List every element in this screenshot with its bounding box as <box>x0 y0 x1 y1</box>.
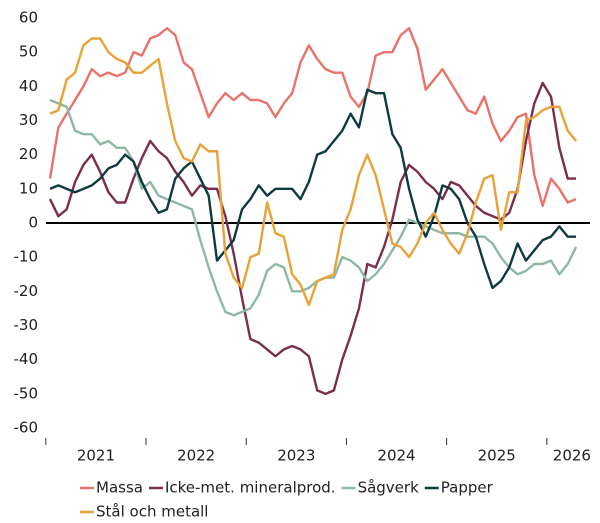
y-tick-label: -60 <box>14 419 39 437</box>
y-tick-label: 40 <box>19 77 38 95</box>
y-tick-label: -50 <box>14 384 39 402</box>
y-tick-label: 60 <box>19 9 38 27</box>
y-tick-label: 50 <box>19 43 38 61</box>
x-tick-label: 2024 <box>377 447 415 465</box>
series-line <box>48 27 577 208</box>
x-tick-label: 2022 <box>177 447 215 465</box>
legend-label: Sågverk <box>358 479 420 497</box>
y-tick-label: -20 <box>14 282 39 300</box>
legend-label: Icke-met. mineralprod. <box>165 479 336 497</box>
y-tick-label: 20 <box>19 145 38 163</box>
legend-label: Papper <box>441 479 494 497</box>
series-line <box>49 37 577 307</box>
x-tick-label: 2021 <box>77 447 115 465</box>
x-tick-label: 2025 <box>478 447 516 465</box>
y-tick-label: 30 <box>19 111 38 129</box>
series-line <box>49 98 578 317</box>
series-line <box>49 88 577 290</box>
y-tick-label: -30 <box>14 316 39 334</box>
series-line <box>48 81 577 396</box>
x-tick-label: 2023 <box>277 447 315 465</box>
y-tick-label: 10 <box>19 179 38 197</box>
y-tick-label: 0 <box>28 214 38 232</box>
y-tick-label: -40 <box>14 350 39 368</box>
legend-label: Stål och metall <box>96 503 208 521</box>
y-tick-label: -10 <box>14 248 39 266</box>
x-tick-label: 2026 <box>553 447 591 465</box>
legend-label: Massa <box>96 479 143 497</box>
